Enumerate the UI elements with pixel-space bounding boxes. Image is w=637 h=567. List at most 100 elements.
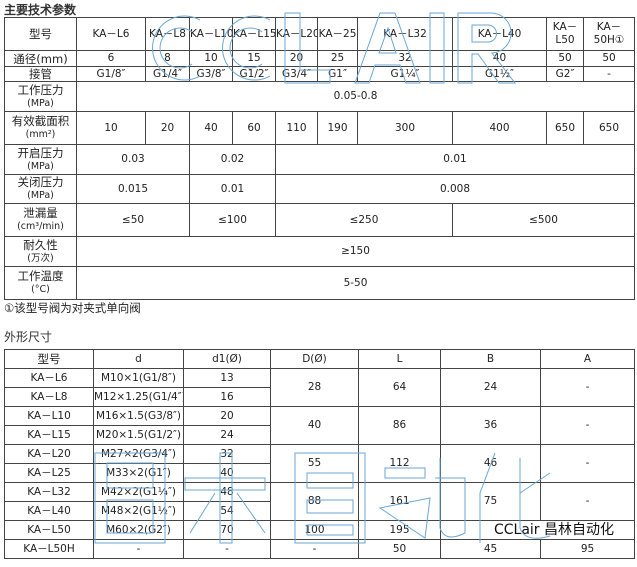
row-label: 工作压力 (MPa)	[4, 81, 77, 112]
D-cell: 40	[270, 406, 359, 445]
d-cell: M60×2(G2″)	[93, 520, 184, 540]
cell: 0.05-0.8	[76, 81, 635, 112]
cell: 0.008	[275, 174, 635, 204]
model-cell: KA－L32	[4, 482, 94, 502]
unit-text: (MPa)	[27, 97, 54, 109]
footnote: ①该型号阀为对夹式单向阀	[4, 301, 141, 315]
model-cell: KA－L15	[232, 17, 276, 51]
row-label: 泄漏量 (cm³/min)	[4, 203, 77, 237]
L-cell: 195	[358, 520, 441, 540]
cell: 400	[452, 111, 547, 145]
row-label: 工作温度 (°C)	[4, 266, 77, 300]
bore-row: 通径(mm) 6 8 10 15 20 25 32 40 50 50	[4, 50, 635, 67]
spec-section-title: 主要技术参数	[4, 3, 77, 17]
model-cell: KA－L20	[4, 444, 94, 464]
header-d: d	[93, 349, 184, 369]
D-cell: 28	[270, 368, 359, 407]
table-row: KA－L15 M20×1.5(G1/2″) 24	[4, 425, 635, 445]
L-cell: 161	[358, 482, 441, 521]
header-row: 型号 d d1(Ø) D(Ø) L B A	[4, 349, 635, 369]
model-cell: KA－L40	[452, 17, 547, 51]
d-cell: M42×2(G1¼″)	[93, 482, 184, 502]
model-cell: KA－L20	[275, 17, 318, 51]
model-row: 型号 KA－L6 KA－L8 KA－L10 KA－L15 KA－L20 KA－2…	[4, 17, 635, 51]
cell: 32	[357, 50, 453, 67]
closing-pressure-row: 关闭压力 (MPa) 0.015 0.01 0.008	[4, 174, 635, 204]
cell: 50	[583, 50, 635, 67]
cell: 0.01	[275, 144, 635, 175]
model-cell: KA－L40	[4, 501, 94, 521]
cell: ≤500	[452, 203, 635, 237]
cell: G1/4″	[145, 66, 190, 82]
row-label: 通径(mm)	[4, 50, 77, 67]
L-cell: 86	[358, 406, 441, 445]
D-cell: 100	[270, 520, 359, 540]
cracking-pressure-row: 开启压力 (MPa) 0.03 0.02 0.01	[4, 144, 635, 175]
cell: 15	[232, 50, 276, 67]
model-cell: KA－L50	[546, 17, 584, 51]
table-row: KA－L6 M10×1(G1/8″) 13 28 64 24-	[4, 368, 635, 407]
table-row: KA－L20 M27×2(G3/4″) 32 55 112 46-	[4, 444, 635, 483]
d1-cell: 48	[183, 482, 271, 502]
cell: ≤50	[76, 203, 190, 237]
effective-area-row: 有效截面积 (mm²) 10 20 40 60 110 190 300 400 6…	[4, 111, 635, 145]
cell: ≥150	[76, 236, 635, 267]
D-cell: 55	[270, 444, 359, 483]
model-header: 型号	[4, 17, 77, 51]
d1-cell: -	[183, 539, 271, 559]
cell: 110	[275, 111, 318, 145]
model-cell: KA－25	[317, 17, 358, 51]
row-label: 接管	[4, 66, 77, 82]
label-text: 开启压力	[17, 145, 64, 160]
leakage-row: 泄漏量 (cm³/min) ≤50 ≤100 ≤250 ≤500	[4, 203, 635, 237]
A-cell: -	[540, 444, 635, 483]
cell: 0.015	[76, 174, 190, 204]
d-cell: M20×1.5(G1/2″)	[93, 425, 184, 445]
label-text: 泄漏量	[23, 206, 58, 220]
table-row: KA－L32 M42×2(G1¼″) 48 88 161 75-	[4, 482, 635, 521]
header-D: D(Ø)	[270, 349, 359, 369]
L-cell: 112	[358, 444, 441, 483]
cell: -	[583, 66, 635, 82]
model-cell: KA－L32	[357, 17, 453, 51]
row-label: 耐久性 (万次)	[4, 236, 77, 267]
cell: 10	[189, 50, 233, 67]
unit-text: (万次)	[27, 252, 54, 264]
label-text: 有效截面积	[11, 114, 70, 128]
cell: 650	[546, 111, 584, 145]
d1-cell: 24	[183, 425, 271, 445]
table-row: KA－L50 M60×2(G2″) 70 100 195 CCLair 昌林自动化	[4, 520, 635, 540]
row-label: 有效截面积 (mm²)	[4, 111, 77, 145]
d-cell: M12×1.25(G1/4″)	[93, 387, 184, 407]
cell: 8	[145, 50, 190, 67]
cell: G1¼″	[357, 66, 453, 82]
d-cell: M33×2(G1″)	[93, 463, 184, 483]
A-cell: 95	[540, 539, 635, 559]
cell: 20	[145, 111, 190, 145]
B-cell: 24	[440, 368, 541, 407]
cell: G2″	[546, 66, 584, 82]
header-L: L	[358, 349, 441, 369]
spec-table: 型号 KA－L6 KA－L8 KA－L10 KA－L15 KA－L20 KA－2…	[4, 17, 635, 300]
B-cell: 45	[440, 539, 541, 559]
d1-cell: 40	[183, 463, 271, 483]
cell: 190	[317, 111, 358, 145]
cell: G1/8″	[76, 66, 146, 82]
cell: 40	[452, 50, 547, 67]
model-cell: KA－50H①	[583, 17, 635, 51]
B-cell: 36	[440, 406, 541, 445]
d1-cell: 20	[183, 406, 271, 426]
cell: 60	[232, 111, 276, 145]
D-cell: -	[270, 539, 359, 559]
d-cell: -	[93, 539, 184, 559]
unit-text: (°C)	[31, 284, 50, 295]
A-cell: -	[540, 406, 635, 445]
header-A: A	[540, 349, 635, 369]
unit-text: (MPa)	[27, 160, 54, 172]
cell: 20	[275, 50, 318, 67]
d-cell: M10×1(G1/8″)	[93, 368, 184, 388]
model-cell: KA－L8	[145, 17, 190, 51]
cell: 0.01	[189, 174, 276, 204]
cell: 50	[546, 50, 584, 67]
model-cell: KA－L8	[4, 387, 94, 407]
